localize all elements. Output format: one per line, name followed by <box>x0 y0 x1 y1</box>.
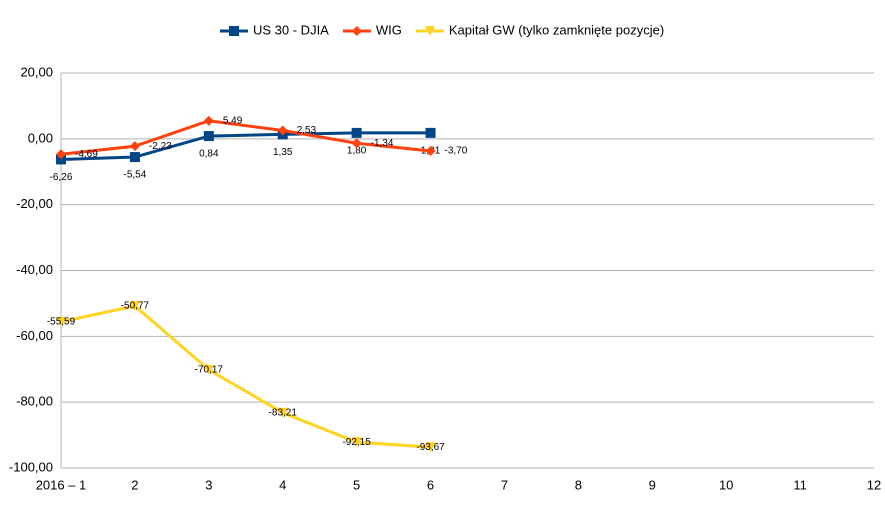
point <box>351 138 362 149</box>
legend-marker <box>351 26 362 36</box>
value-label: -6,26 <box>50 172 73 183</box>
y-tick-label: -40,00 <box>16 262 53 277</box>
point <box>425 127 436 138</box>
value-label: 1,80 <box>347 146 367 157</box>
x-tick-label: 5 <box>353 477 360 492</box>
value-label: -93,67 <box>416 442 445 453</box>
value-label: -83,21 <box>269 407 298 418</box>
x-tick-label: 3 <box>205 477 212 492</box>
point <box>129 141 140 152</box>
value-label: -50,77 <box>121 301 150 312</box>
series-line <box>60 131 431 161</box>
y-tick-label: 20,00 <box>20 64 53 79</box>
point <box>277 125 288 136</box>
point <box>56 154 66 165</box>
value-label: 5,49 <box>223 115 243 126</box>
x-tick-label: 12 <box>867 477 881 492</box>
x-tick-label: 6 <box>427 477 434 492</box>
point <box>203 131 214 142</box>
legend-label: US 30 - DJIA <box>253 22 329 37</box>
legend-marker <box>424 26 435 36</box>
legend-label: Kapitał GW (tylko zamknięte pozycje) <box>449 22 664 37</box>
x-tick-label: 2 <box>131 477 138 492</box>
point <box>129 300 140 311</box>
series-line <box>60 304 431 449</box>
x-tick-label: 8 <box>575 477 582 492</box>
y-tick-label: 0,00 <box>28 130 53 145</box>
point <box>351 437 362 448</box>
value-label: -3,70 <box>445 146 468 157</box>
value-label: 0,84 <box>199 149 219 160</box>
point <box>203 364 214 375</box>
point <box>129 152 140 163</box>
value-label: 2,53 <box>297 125 317 136</box>
series-line <box>60 119 431 156</box>
value-label: -5,54 <box>124 170 147 181</box>
legend-marker <box>229 26 239 36</box>
value-label: -1,34 <box>371 138 394 149</box>
y-tick-label: -80,00 <box>16 394 53 409</box>
value-label: -55,59 <box>47 316 76 327</box>
value-label: -4,69 <box>75 149 98 160</box>
x-tick-label: 7 <box>501 477 508 492</box>
x-tick-label: 2016 – 1 <box>36 477 87 492</box>
point <box>351 127 362 138</box>
point <box>203 115 214 126</box>
x-tick-label: 10 <box>719 477 733 492</box>
x-tick-label: 9 <box>649 477 656 492</box>
x-tick-label: 11 <box>793 477 807 492</box>
y-tick-label: -20,00 <box>16 196 53 211</box>
x-tick-label: 4 <box>279 477 286 492</box>
value-label: 1,35 <box>273 147 293 158</box>
point <box>56 316 66 327</box>
point <box>277 407 288 418</box>
point <box>425 442 436 453</box>
y-tick-label: -60,00 <box>16 328 53 343</box>
legend-label: WIG <box>376 22 402 37</box>
value-label: -70,17 <box>195 364 224 375</box>
point <box>56 149 66 160</box>
y-tick-label: -100,00 <box>9 459 53 474</box>
value-label: -2,23 <box>149 141 172 152</box>
point <box>425 146 436 157</box>
value-label: -92,15 <box>342 437 371 448</box>
